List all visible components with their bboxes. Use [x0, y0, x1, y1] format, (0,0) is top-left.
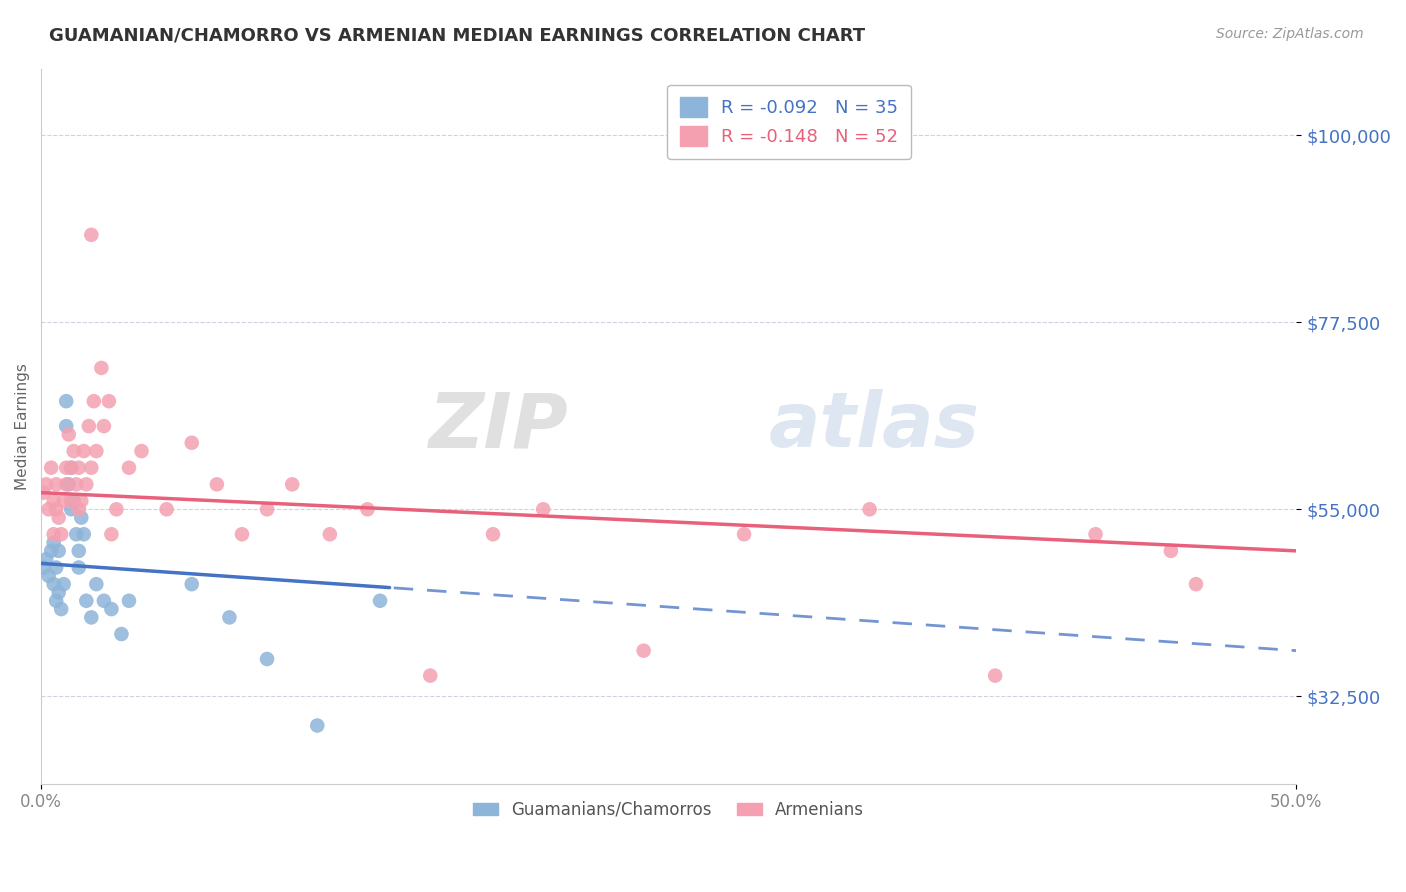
- Point: [58, 477, 80, 491]
- Point: [70, 494, 93, 508]
- Text: GUAMANIAN/CHAMORRO VS ARMENIAN MEDIAN EARNINGS CORRELATION CHART: GUAMANIAN/CHAMORRO VS ARMENIAN MEDIAN EA…: [49, 27, 865, 45]
- Point: [858, 502, 880, 516]
- Point: [180, 577, 202, 591]
- Point: [45, 502, 67, 516]
- Point: [633, 643, 655, 657]
- Point: [48, 510, 70, 524]
- Point: [35, 552, 58, 566]
- Point: [48, 544, 70, 558]
- Point: [67, 460, 90, 475]
- Point: [419, 668, 441, 682]
- Point: [58, 427, 80, 442]
- Point: [42, 577, 65, 591]
- Point: [67, 560, 90, 574]
- Point: [45, 477, 67, 491]
- Point: [62, 494, 84, 508]
- Point: [42, 527, 65, 541]
- Point: [51, 602, 73, 616]
- Point: [75, 477, 97, 491]
- Point: [86, 444, 108, 458]
- Legend: Guamanians/Chamorros, Armenians: Guamanians/Chamorros, Armenians: [467, 794, 870, 825]
- Point: [60, 502, 83, 516]
- Point: [482, 527, 505, 541]
- Point: [55, 394, 77, 409]
- Point: [73, 444, 96, 458]
- Point: [93, 419, 115, 434]
- Point: [52, 577, 75, 591]
- Point: [77, 419, 100, 434]
- Point: [55, 419, 77, 434]
- Point: [118, 460, 141, 475]
- Point: [93, 594, 115, 608]
- Text: Source: ZipAtlas.com: Source: ZipAtlas.com: [1216, 27, 1364, 41]
- Point: [35, 477, 58, 491]
- Point: [45, 560, 67, 574]
- Point: [60, 460, 83, 475]
- Point: [90, 360, 112, 375]
- Point: [48, 585, 70, 599]
- Point: [180, 435, 202, 450]
- Point: [55, 460, 77, 475]
- Point: [32, 560, 55, 574]
- Point: [984, 668, 1007, 682]
- Point: [97, 394, 120, 409]
- Point: [65, 527, 87, 541]
- Point: [1084, 527, 1107, 541]
- Point: [62, 444, 84, 458]
- Point: [218, 610, 240, 624]
- Point: [307, 718, 329, 732]
- Point: [80, 610, 103, 624]
- Y-axis label: Median Earnings: Median Earnings: [15, 363, 30, 490]
- Point: [105, 502, 128, 516]
- Point: [67, 502, 90, 516]
- Point: [356, 502, 378, 516]
- Point: [51, 527, 73, 541]
- Point: [52, 494, 75, 508]
- Point: [39, 544, 62, 558]
- Point: [131, 444, 153, 458]
- Point: [73, 527, 96, 541]
- Point: [231, 527, 253, 541]
- Point: [100, 602, 122, 616]
- Point: [70, 510, 93, 524]
- Point: [65, 477, 87, 491]
- Point: [32, 485, 55, 500]
- Point: [256, 502, 278, 516]
- Point: [45, 594, 67, 608]
- Point: [281, 477, 304, 491]
- Point: [86, 577, 108, 591]
- Point: [319, 527, 342, 541]
- Text: atlas: atlas: [769, 389, 980, 463]
- Point: [60, 460, 83, 475]
- Point: [67, 544, 90, 558]
- Point: [42, 535, 65, 549]
- Point: [368, 594, 391, 608]
- Point: [75, 594, 97, 608]
- Point: [38, 502, 60, 516]
- Text: ZIP: ZIP: [429, 389, 568, 463]
- Point: [55, 477, 77, 491]
- Point: [80, 227, 103, 242]
- Point: [256, 652, 278, 666]
- Point: [110, 627, 132, 641]
- Point: [1185, 577, 1208, 591]
- Point: [733, 527, 755, 541]
- Point: [80, 460, 103, 475]
- Point: [1160, 544, 1182, 558]
- Point: [118, 594, 141, 608]
- Point: [100, 527, 122, 541]
- Point: [83, 394, 105, 409]
- Point: [38, 569, 60, 583]
- Point: [60, 494, 83, 508]
- Point: [531, 502, 554, 516]
- Point: [156, 502, 179, 516]
- Point: [39, 460, 62, 475]
- Point: [205, 477, 228, 491]
- Point: [42, 494, 65, 508]
